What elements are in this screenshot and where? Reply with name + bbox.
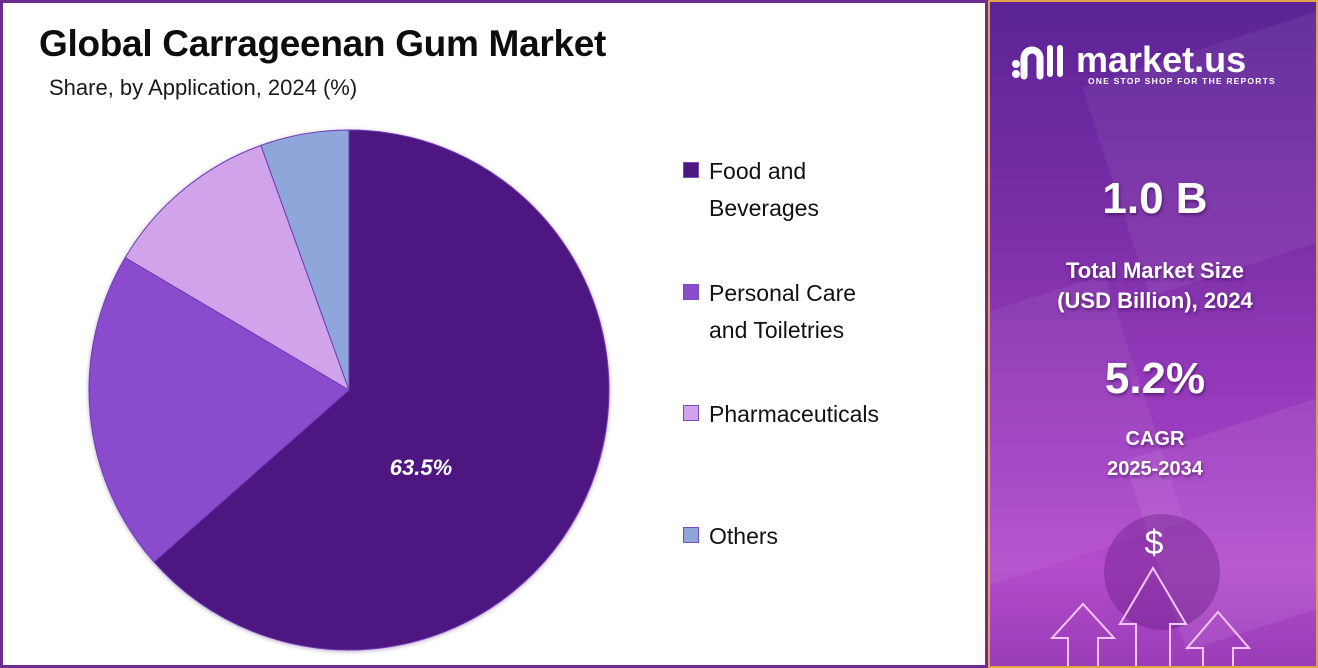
legend-item-personal-care: Personal Care and Toiletries <box>683 275 963 349</box>
market-size-label: Total Market Size (USD Billion), 2024 <box>990 256 1316 316</box>
legend-label: Others <box>709 523 779 549</box>
legend-label: Food and <box>709 158 807 184</box>
legend-label: Pharmaceuticals <box>709 401 880 427</box>
legend-label: Beverages <box>709 195 819 221</box>
growth-arrows-icon: $ <box>1049 514 1252 666</box>
pie-slice-pharmaceuticals <box>124 144 350 392</box>
market-size-value: 1.0 B <box>1102 174 1208 223</box>
legend-swatch <box>683 284 699 300</box>
market-size-label-line2: (USD Billion), 2024 <box>1057 288 1253 313</box>
legend-swatch <box>683 162 699 178</box>
dollar-icon: $ <box>1145 524 1164 562</box>
summary-sidebar: market.us ONE STOP SHOP FOR THE REPORTS … <box>988 0 1318 668</box>
brand-tagline: ONE STOP SHOP FOR THE REPORTS <box>1088 76 1276 86</box>
chart-title: Global Carrageenan Gum Market <box>39 23 607 64</box>
cagr-value: 5.2% <box>1104 354 1206 403</box>
legend-item-pharmaceuticals: Pharmaceuticals <box>683 396 963 433</box>
legend-item-others: Others <box>683 518 963 555</box>
brand-name: market.us <box>1076 39 1247 80</box>
market-us-logo-icon <box>1012 45 1063 80</box>
legend-label: and Toiletries <box>709 317 845 343</box>
pie-chart: 63.5% <box>88 129 610 651</box>
pie-slice-food-beverages <box>153 129 610 651</box>
pie-slice-personal-care <box>88 256 350 563</box>
cagr-label-line1: CAGR <box>1125 428 1185 450</box>
market-size-label-line1: Total Market Size <box>1065 258 1245 283</box>
legend-swatch <box>683 527 699 543</box>
chart-subtitle: Share, by Application, 2024 (%) <box>49 75 358 100</box>
legend-item-food-beverages: Food and Beverages <box>683 153 963 227</box>
pie-data-label: 63.5% <box>390 455 452 480</box>
cagr-label: CAGR 2025-2034 <box>990 424 1316 484</box>
legend-label: Personal Care <box>709 280 857 306</box>
pie-slice-others <box>260 129 350 391</box>
chart-panel: Global Carrageenan Gum Market Share, by … <box>0 0 988 668</box>
legend-swatch <box>683 405 699 421</box>
cagr-label-line2: 2025-2034 <box>1107 458 1203 480</box>
brand-logo: market.us ONE STOP SHOP FOR THE REPORTS <box>1010 39 1275 86</box>
